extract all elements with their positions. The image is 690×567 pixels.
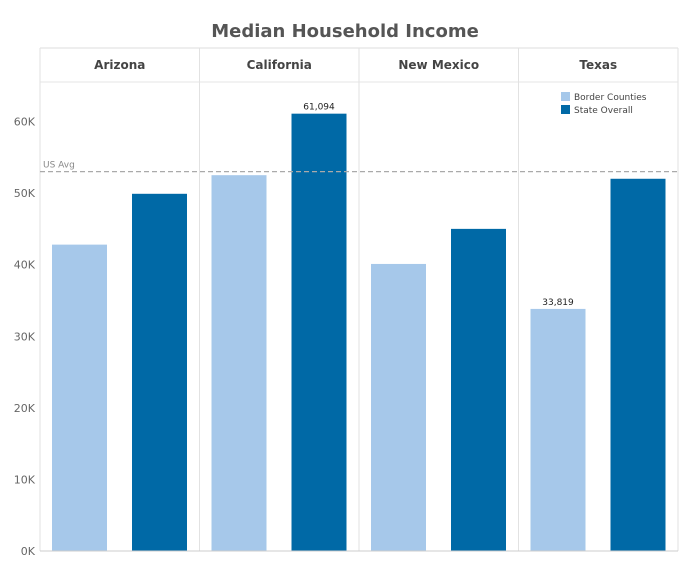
bar-border-counties-texas <box>530 308 586 551</box>
panel-title-california: California <box>247 58 312 72</box>
bar-state-overall-new-mexico <box>451 228 506 551</box>
bar-state-overall-arizona <box>132 193 187 551</box>
reference-line-label: US Avg <box>43 161 75 171</box>
bar-state-overall-texas <box>610 178 666 551</box>
legend-label: Border Counties <box>574 93 647 103</box>
panel-title-new-mexico: New Mexico <box>398 58 479 72</box>
bar-state-overall-california <box>291 113 347 551</box>
bar-border-counties-new-mexico <box>371 263 426 551</box>
data-label: 33,819 <box>542 298 574 308</box>
chart-title: Median Household Income <box>211 21 479 42</box>
legend-label: State Overall <box>574 106 633 116</box>
panel-title-texas: Texas <box>579 58 617 72</box>
legend-swatch <box>561 92 570 101</box>
y-tick-label: 50K <box>14 187 36 200</box>
panel-title-arizona: Arizona <box>94 58 145 72</box>
y-tick-label: 40K <box>14 259 36 272</box>
y-tick-label: 60K <box>14 116 36 129</box>
y-tick-label: 30K <box>14 330 36 343</box>
bar-border-counties-arizona <box>52 244 107 551</box>
y-tick-label: 0K <box>21 545 36 558</box>
data-label: 61,094 <box>303 103 335 113</box>
y-tick-label: 20K <box>14 402 36 415</box>
bar-border-counties-california <box>211 175 267 551</box>
y-tick-label: 10K <box>14 473 36 486</box>
legend-swatch <box>561 105 570 114</box>
